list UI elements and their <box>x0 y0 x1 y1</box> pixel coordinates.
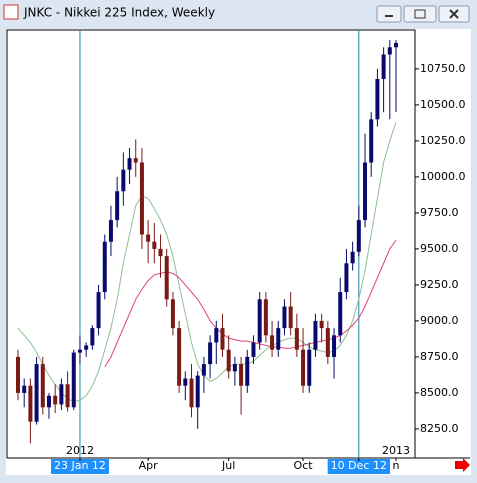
candle-body <box>189 378 194 408</box>
candle-body <box>34 364 39 422</box>
candle-body <box>59 384 64 405</box>
candle-body <box>164 256 169 300</box>
y-tick-label: 8250.0 <box>420 422 459 435</box>
x-tick-label: 23 Jan 12 <box>54 459 106 472</box>
candle-body <box>152 241 157 249</box>
close-glyph <box>449 9 459 19</box>
candle-body <box>332 335 337 357</box>
x-tick-label: Apr <box>139 459 159 472</box>
y-tick-label: 10750.0 <box>420 62 466 75</box>
moving-average <box>104 239 397 368</box>
y-tick-label: 9000.0 <box>420 314 459 327</box>
candle-body <box>71 352 76 408</box>
x-tick-label: Oct <box>294 459 314 472</box>
candle-body <box>16 356 20 393</box>
y-tick-label: 10000.0 <box>420 170 466 183</box>
candle-body <box>121 169 126 192</box>
x-tick-label: n <box>393 459 400 472</box>
candle-body <box>108 220 113 242</box>
candle-body <box>239 364 244 386</box>
x-tick-label: Jul <box>221 459 235 472</box>
candle-body <box>133 158 138 163</box>
candle-body <box>146 234 151 242</box>
maximize-glyph <box>414 9 426 19</box>
candle-body <box>245 356 250 386</box>
candle-body <box>77 349 82 353</box>
candle-body <box>313 320 318 350</box>
candle-body <box>90 328 95 346</box>
candle-body <box>201 364 206 376</box>
candle-body <box>282 306 287 329</box>
y-tick-label: 9750.0 <box>420 206 459 219</box>
candle-body <box>394 42 398 48</box>
candle-body <box>307 349 312 386</box>
candle-body <box>301 349 306 386</box>
candle-body <box>381 54 386 79</box>
candle-body <box>28 385 33 422</box>
candle-body <box>40 364 45 408</box>
candle-body <box>96 292 101 329</box>
candle-body <box>177 328 182 386</box>
candle-body <box>195 375 200 408</box>
window-title: JNKC - Nikkei 225 Index, Weekly <box>23 6 215 20</box>
year-label: 2012 <box>66 444 94 457</box>
candle-body <box>226 349 231 372</box>
candle-body <box>319 320 324 329</box>
candle-body <box>356 220 361 252</box>
candle-body <box>375 78 380 120</box>
candle-body <box>270 335 275 350</box>
candle-body <box>46 395 51 408</box>
candle-body <box>220 328 225 350</box>
candle-body <box>183 378 188 386</box>
candle-body <box>325 328 330 357</box>
candle-body <box>214 328 219 343</box>
y-tick-label: 10250.0 <box>420 134 466 147</box>
candle-body <box>276 328 281 350</box>
candle-body <box>102 241 107 293</box>
candle-body <box>257 299 262 343</box>
y-tick-label: 9500.0 <box>420 242 459 255</box>
candle-body <box>344 263 349 293</box>
maximize-button[interactable] <box>403 5 437 23</box>
candle-body <box>288 306 293 329</box>
candle-body <box>65 384 70 408</box>
app-icon <box>3 4 19 20</box>
minimize-button[interactable] <box>376 5 402 23</box>
candle-body <box>294 328 299 350</box>
candle-body <box>369 119 374 163</box>
candle-body <box>208 342 213 365</box>
candle-body <box>84 345 89 350</box>
candle-body <box>139 162 144 235</box>
y-tick-label: 9250.0 <box>420 278 459 291</box>
scroll-arrow[interactable] <box>455 458 470 472</box>
candle-body <box>127 158 132 170</box>
y-tick-label: 8750.0 <box>420 350 459 363</box>
x-tick-label: 10 Dec 12 <box>331 459 387 472</box>
x-label-highlight <box>50 459 109 474</box>
candle-body <box>22 385 27 393</box>
x-label-highlight <box>327 459 390 474</box>
y-tick-label: 8500.0 <box>420 386 459 399</box>
candle-body <box>232 364 237 372</box>
y-tick-label: 10500.0 <box>420 98 466 111</box>
candle-body <box>115 191 120 221</box>
candle-body <box>350 251 355 264</box>
candle-body <box>158 248 163 257</box>
candle-body <box>251 342 256 357</box>
candle-body <box>263 299 268 336</box>
candle-body <box>387 47 392 55</box>
candle-body <box>338 292 343 336</box>
candle-body <box>170 299 175 329</box>
year-label: 2013 <box>382 444 410 457</box>
candle-body <box>53 395 58 405</box>
candle-body <box>363 162 368 221</box>
